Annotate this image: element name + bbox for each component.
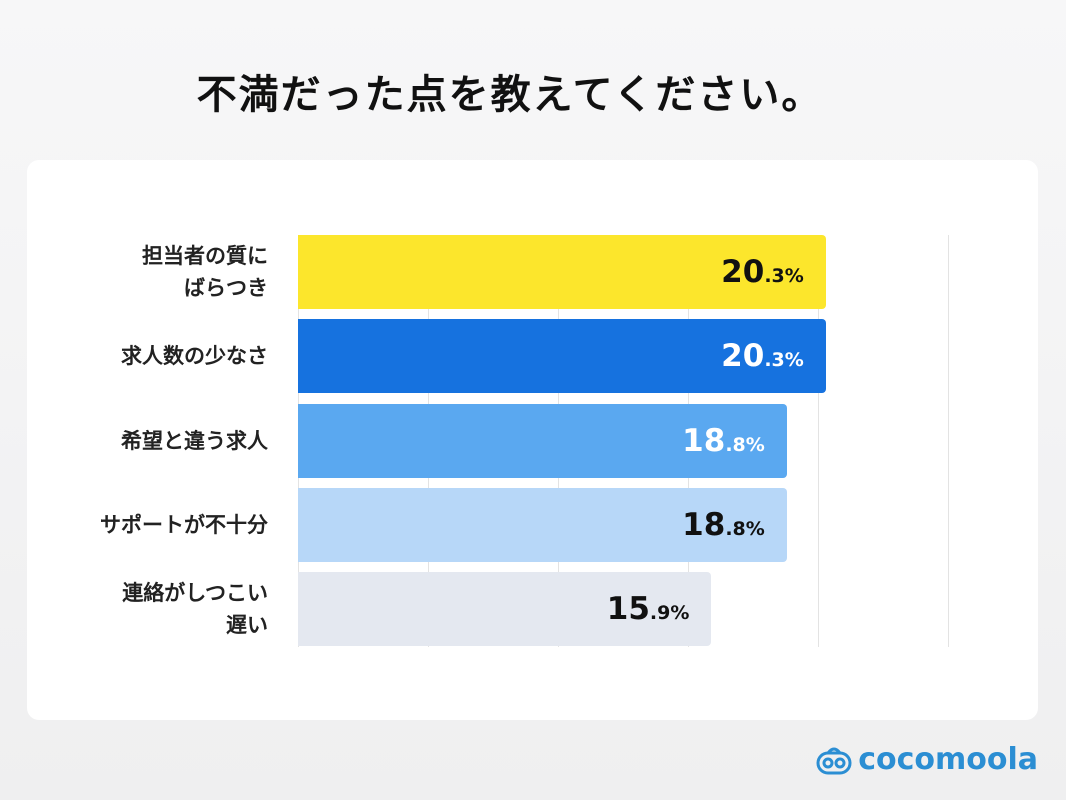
category-label: 連絡がしつこい 遅い: [122, 581, 268, 638]
logo-text: cocomoola: [858, 742, 1038, 777]
bar: [298, 319, 826, 394]
value-label: 20.3%: [721, 338, 804, 375]
value-label: 15.9%: [606, 591, 690, 628]
logo: cocomoola: [816, 742, 1038, 777]
bar: [298, 487, 787, 562]
logo-icon: [816, 747, 852, 774]
value-label: 18.8%: [682, 506, 765, 543]
value-label: 20.3%: [721, 254, 804, 290]
category-label: 担当者の質に ばらつき: [142, 244, 268, 300]
value-label: 18.8%: [682, 422, 765, 459]
grid-line: [818, 235, 819, 647]
chart-title: 不満だった点を教えてください。: [196, 72, 824, 118]
category-label: サポートが不十分: [100, 512, 268, 537]
bar: [298, 235, 826, 309]
bar: [298, 572, 712, 647]
category-label: 希望と違う求人: [121, 428, 268, 453]
grid-line: [948, 235, 949, 647]
category-label: 求人数の少なさ: [121, 344, 268, 369]
bar: [298, 403, 787, 478]
